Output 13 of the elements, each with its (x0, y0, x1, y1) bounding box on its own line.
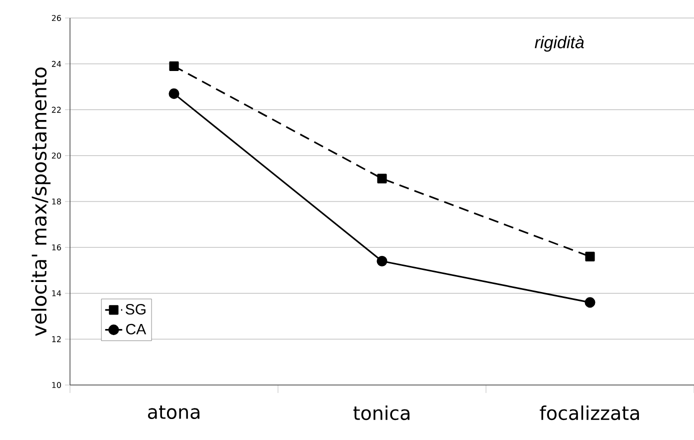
legend-label: SG (126, 304, 146, 315)
point (168, 88, 180, 99)
point (376, 256, 388, 266)
annotation: rigidità (534, 36, 584, 52)
x-tick-label: focalizzata (540, 405, 639, 420)
y-axis-title: velocita' max/spostamento (31, 68, 50, 336)
point (585, 252, 595, 262)
point (584, 297, 596, 308)
point (377, 174, 387, 184)
x-tick-label: tonica (353, 405, 410, 420)
x-tick-label: atona (148, 405, 200, 420)
legend-label: CA (126, 324, 146, 334)
point (169, 61, 179, 71)
